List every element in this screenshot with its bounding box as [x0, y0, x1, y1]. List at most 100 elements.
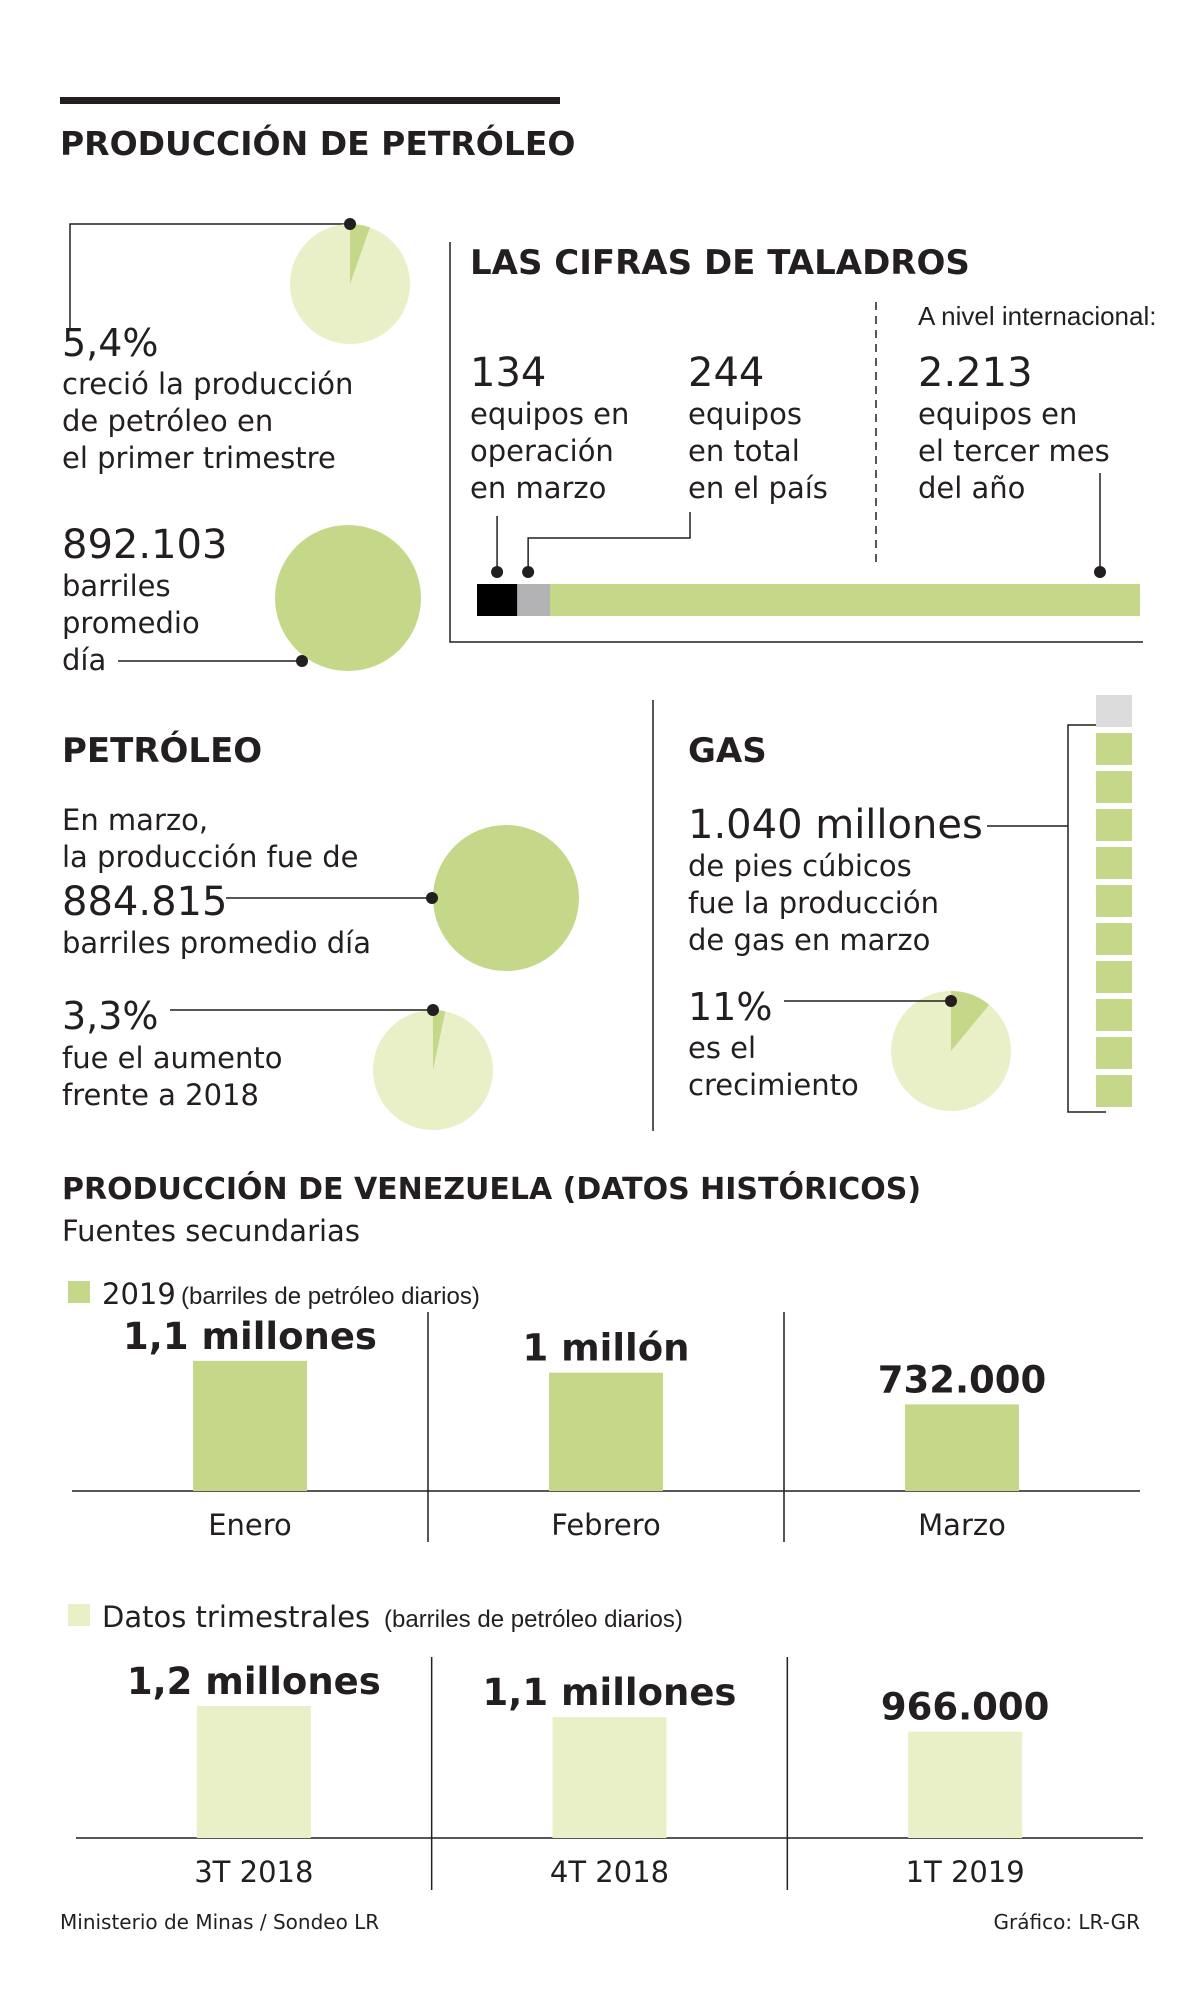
- drills-panel-border: [449, 242, 1143, 643]
- petroleo-increase-leader-dot: [427, 1004, 439, 1016]
- gas-stack-block-filled: [1096, 923, 1132, 955]
- growth-line-1: creció la producción: [62, 367, 353, 401]
- history-subtitle: Fuentes secundarias: [62, 1214, 360, 1248]
- petroleo-intro-1: En marzo,: [62, 803, 208, 837]
- drills-bar-international: [477, 584, 1140, 616]
- gas-stack-bracket: [1067, 724, 1106, 1113]
- growth-leader-line: [69, 223, 350, 330]
- bar: [908, 1731, 1023, 1838]
- monthly-legend-swatch: [68, 1281, 90, 1303]
- drills-international-line-1: equipos en: [918, 397, 1077, 431]
- gas-stack: [1096, 695, 1132, 1107]
- gas-stack-block-filled: [1096, 771, 1132, 803]
- barrels-value: 892.103: [62, 522, 227, 568]
- gas-stack-block-filled: [1096, 999, 1132, 1031]
- footer-credit: Gráfico: LR-GR: [994, 1910, 1141, 1934]
- bar: [549, 1372, 663, 1491]
- gas-stack-block-filled: [1096, 1075, 1132, 1107]
- footer-source: Ministerio de Minas / Sondeo LR: [60, 1910, 379, 1934]
- drills-bar-operating: [477, 584, 518, 616]
- growth-line-3: el primer trimestre: [62, 441, 336, 475]
- barrels-line-3: día: [62, 643, 106, 677]
- monthly-legend-note: (barriles de petróleo diarios): [181, 1283, 480, 1310]
- growth-pie-slice: [350, 224, 370, 284]
- petroleo-value: 884.815: [62, 879, 227, 925]
- barrels-leader-dot: [296, 655, 308, 667]
- drills-total-value: 244: [688, 350, 764, 396]
- quarterly-legend-note: (barriles de petróleo diarios): [384, 1606, 683, 1633]
- quarterly-legend-swatch: [68, 1604, 90, 1626]
- drills-international-line-3: del año: [918, 471, 1025, 505]
- category-label: Marzo: [918, 1508, 1006, 1542]
- drills-total-leader: [527, 512, 691, 570]
- drills-total-line-2: en total: [688, 434, 800, 468]
- gas-stack-block-filled: [1096, 847, 1132, 879]
- gas-pie-slice: [951, 991, 990, 1051]
- gas-title: GAS: [688, 731, 767, 771]
- drills-international-dot: [1094, 566, 1106, 578]
- growth-value: 5,4%: [62, 321, 159, 365]
- bar: [552, 1717, 667, 1838]
- gas-growth-line-2: crecimiento: [688, 1068, 859, 1102]
- category-label: 3T 2018: [194, 1855, 313, 1889]
- gas-line-2: fue la producción: [688, 886, 939, 920]
- petroleo-increase-line-2: frente a 2018: [62, 1078, 259, 1112]
- gas-line-3: de gas en marzo: [688, 923, 930, 957]
- bar: [196, 1706, 311, 1838]
- monthly-legend-label: 2019: [102, 1277, 176, 1311]
- barrels-line-1: barriles: [62, 569, 171, 603]
- bar-value-label: 1,1 millones: [123, 1315, 377, 1358]
- petroleo-circle: [433, 825, 579, 971]
- gas-growth-leader-dot: [945, 995, 957, 1007]
- gas-stack-block-filled: [1096, 885, 1132, 917]
- gas-growth-line-1: es el: [688, 1031, 756, 1065]
- petroleo-increase-value: 3,3%: [62, 994, 159, 1038]
- category-label: 1T 2019: [906, 1855, 1025, 1889]
- gas-stack-block-filled: [1096, 733, 1132, 765]
- category-label: Febrero: [551, 1508, 661, 1542]
- bar-value-label: 1,1 millones: [483, 1671, 737, 1714]
- category-label: 4T 2018: [550, 1855, 669, 1889]
- category-label: Enero: [208, 1508, 292, 1542]
- drills-total-dot: [522, 566, 535, 578]
- quarterly-legend-label: Datos trimestrales: [102, 1600, 370, 1634]
- gas-stack-block-empty: [1096, 695, 1132, 727]
- petroleo-intro-2: la producción fue de: [62, 840, 358, 874]
- page-title: PRODUCCIÓN DE PETRÓLEO: [60, 123, 575, 163]
- history-title: PRODUCCIÓN DE VENEZUELA (DATOS HISTÓRICO…: [62, 1170, 921, 1207]
- gas-growth-value: 11%: [688, 985, 772, 1029]
- bar: [905, 1404, 1019, 1491]
- bar-value-label: 966.000: [881, 1686, 1050, 1729]
- drills-operating-line-2: operación: [470, 434, 614, 468]
- monthly-bar-chart: 1,1 millones Enero 1 millón Febrero 732.000 M…: [72, 1312, 1140, 1542]
- petroleo-increase-line-1: fue el aumento: [62, 1041, 283, 1075]
- drills-international-value: 2.213: [918, 350, 1033, 396]
- header-rule: [60, 97, 560, 104]
- drills-operating-line-3: en marzo: [470, 471, 606, 505]
- drills-operating-line-1: equipos en: [470, 397, 629, 431]
- petroleo-unit: barriles promedio día: [62, 926, 371, 960]
- quarterly-bar-chart: 1,2 millones 3T 2018 1,1 millones 4T 2018 96…: [76, 1657, 1143, 1890]
- drills-operating-dot: [491, 566, 504, 578]
- drills-total-line-1: equipos: [688, 397, 802, 431]
- petroleo-leader-dot: [426, 892, 438, 904]
- barrels-line-2: promedio: [62, 606, 200, 640]
- drills-operating-value: 134: [470, 350, 546, 396]
- petroleo-title: PETRÓLEO: [62, 730, 262, 771]
- drills-international-line-2: el tercer mes: [918, 434, 1110, 468]
- drills-bar: [477, 473, 1140, 616]
- barrels-circle: [275, 525, 421, 671]
- drills-international-label: A nivel internacional:: [918, 301, 1156, 331]
- drills-total-line-3: en el país: [688, 471, 828, 505]
- petroleo-pie-slice: [433, 1010, 446, 1070]
- gas-stack-block-filled: [1096, 961, 1132, 993]
- bar-value-label: 1,2 millones: [127, 1660, 381, 1703]
- drills-title: LAS CIFRAS DE TALADROS: [470, 243, 970, 283]
- growth-line-2: de petróleo en: [62, 404, 273, 438]
- growth-leader-dot: [344, 218, 356, 230]
- gas-stack-block-filled: [1096, 809, 1132, 841]
- bar-value-label: 732.000: [878, 1358, 1047, 1401]
- bar: [193, 1360, 307, 1491]
- bar-value-label: 1 millón: [523, 1327, 690, 1370]
